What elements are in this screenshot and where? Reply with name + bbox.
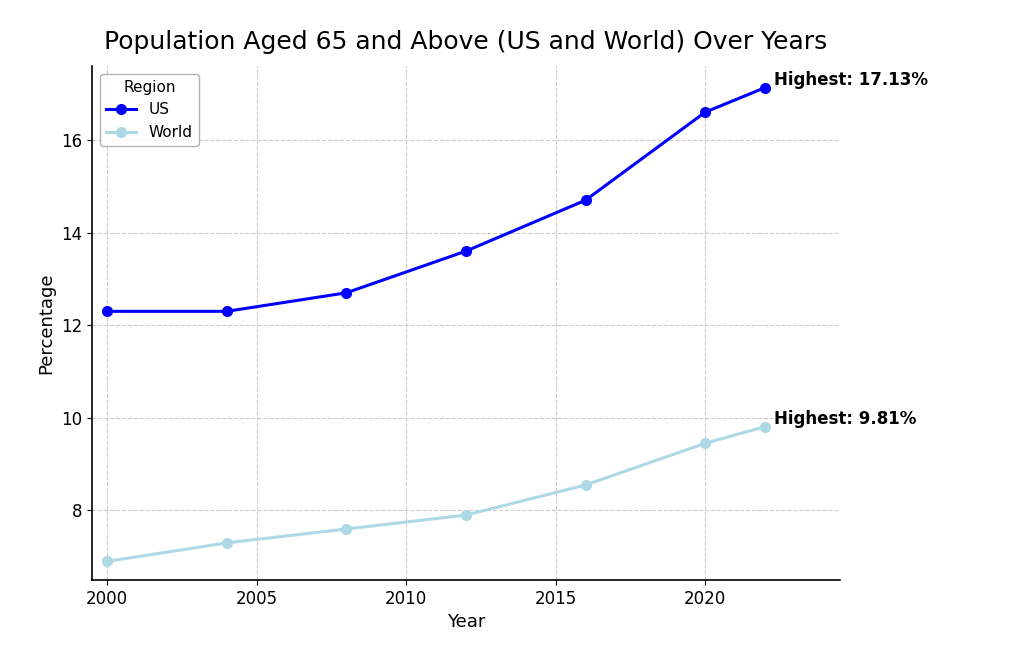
X-axis label: Year: Year bbox=[446, 613, 485, 631]
World bbox=[759, 422, 771, 430]
Line: World: World bbox=[102, 422, 770, 566]
US bbox=[460, 247, 472, 255]
US bbox=[580, 196, 592, 204]
Legend: US, World: US, World bbox=[99, 74, 199, 146]
US bbox=[101, 307, 114, 315]
US bbox=[220, 307, 232, 315]
Text: Highest: 17.13%: Highest: 17.13% bbox=[774, 71, 928, 90]
Line: US: US bbox=[102, 83, 770, 316]
Title: Population Aged 65 and Above (US and World) Over Years: Population Aged 65 and Above (US and Wor… bbox=[104, 30, 827, 54]
US bbox=[699, 108, 712, 116]
World bbox=[699, 440, 712, 447]
US bbox=[340, 289, 352, 297]
Y-axis label: Percentage: Percentage bbox=[38, 272, 55, 374]
World bbox=[460, 511, 472, 519]
World bbox=[220, 539, 232, 547]
World bbox=[101, 558, 114, 565]
Text: Highest: 9.81%: Highest: 9.81% bbox=[774, 411, 916, 428]
US bbox=[759, 84, 771, 92]
World bbox=[580, 481, 592, 489]
World bbox=[340, 525, 352, 533]
